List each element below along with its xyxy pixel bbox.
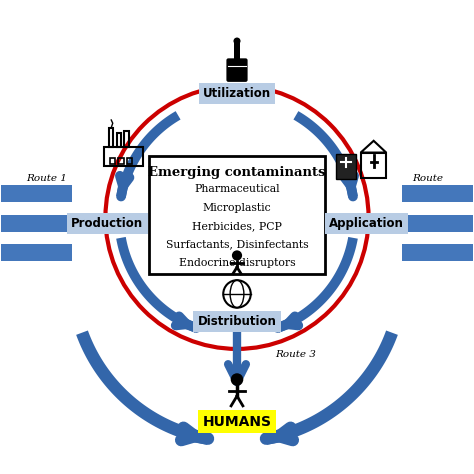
Text: Microplastic: Microplastic <box>203 202 271 212</box>
Bar <box>118 158 124 164</box>
Text: Route: Route <box>412 173 443 182</box>
Bar <box>234 43 240 60</box>
Bar <box>402 244 473 261</box>
Text: Endocrine disruptors: Endocrine disruptors <box>179 258 295 268</box>
Bar <box>1 185 72 202</box>
Bar <box>127 158 132 164</box>
Text: HUMANS: HUMANS <box>202 415 272 428</box>
Bar <box>104 147 143 166</box>
Text: Emerging contaminants: Emerging contaminants <box>148 166 326 179</box>
Text: Pharmaceutical: Pharmaceutical <box>194 184 280 194</box>
Bar <box>361 153 386 178</box>
Circle shape <box>234 37 240 45</box>
Bar <box>109 128 113 147</box>
Bar <box>1 244 72 261</box>
Bar <box>124 131 128 147</box>
Bar <box>402 185 473 202</box>
Bar <box>109 158 115 164</box>
Circle shape <box>232 250 242 261</box>
Circle shape <box>231 373 243 386</box>
Text: Production: Production <box>72 217 144 230</box>
Text: Surfactants, Disinfectants: Surfactants, Disinfectants <box>166 239 308 249</box>
FancyBboxPatch shape <box>149 156 325 274</box>
Text: Route 1: Route 1 <box>26 173 67 182</box>
Bar <box>1 215 72 232</box>
FancyBboxPatch shape <box>227 58 247 82</box>
Text: Route 3: Route 3 <box>275 350 316 359</box>
Text: Application: Application <box>329 217 404 230</box>
Text: Herbicides, PCP: Herbicides, PCP <box>192 221 282 231</box>
FancyBboxPatch shape <box>337 154 356 179</box>
Text: Distribution: Distribution <box>198 315 276 328</box>
Text: Utilization: Utilization <box>203 87 271 100</box>
Bar <box>402 215 473 232</box>
Bar <box>117 133 121 147</box>
